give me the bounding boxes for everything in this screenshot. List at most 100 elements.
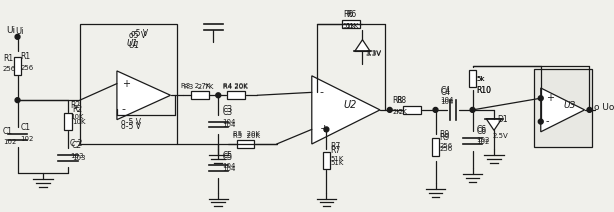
Text: -: -	[546, 117, 549, 127]
Bar	[534, 69, 593, 147]
Polygon shape	[355, 40, 370, 52]
Text: C3: C3	[222, 105, 232, 114]
Text: R7: R7	[330, 146, 341, 155]
Text: 51K: 51K	[330, 156, 344, 162]
Text: R6: R6	[346, 10, 356, 19]
Text: C2: C2	[72, 141, 82, 151]
Text: R4 20K: R4 20K	[223, 82, 248, 89]
Circle shape	[324, 127, 329, 132]
Circle shape	[387, 107, 392, 112]
Text: 2K: 2K	[398, 109, 407, 115]
Polygon shape	[541, 88, 585, 132]
Text: R5  20K: R5 20K	[233, 131, 260, 137]
Text: 3.3V: 3.3V	[365, 50, 381, 56]
Bar	[14, 57, 21, 75]
Text: R9: R9	[440, 133, 449, 142]
Text: 104: 104	[440, 99, 454, 105]
Text: U2: U2	[343, 100, 356, 110]
Text: o-5 V: o-5 V	[121, 118, 141, 127]
Text: R7: R7	[330, 142, 341, 151]
Text: 103: 103	[70, 153, 84, 159]
Text: R3  2.7K: R3 2.7K	[184, 85, 214, 91]
Text: -: -	[122, 104, 126, 114]
Text: R9: R9	[440, 130, 449, 139]
Text: 102: 102	[476, 139, 490, 145]
Text: R6: R6	[343, 10, 353, 19]
Text: R8: R8	[397, 96, 406, 105]
Text: 104: 104	[440, 97, 454, 103]
Bar	[403, 106, 421, 114]
Text: o5 V: o5 V	[128, 31, 146, 40]
Text: 51K: 51K	[330, 159, 344, 166]
Text: 102: 102	[476, 137, 490, 143]
Bar	[342, 20, 360, 28]
Text: R8: R8	[393, 96, 403, 105]
Circle shape	[538, 119, 543, 124]
Circle shape	[15, 34, 20, 39]
Bar	[64, 113, 72, 130]
Circle shape	[433, 107, 438, 112]
Text: C 2: C 2	[70, 139, 82, 148]
Text: 104: 104	[222, 166, 236, 172]
Circle shape	[216, 93, 220, 98]
Circle shape	[587, 107, 592, 112]
Text: R2: R2	[72, 105, 82, 114]
Text: R1: R1	[20, 52, 31, 61]
Text: U1: U1	[126, 39, 138, 48]
Text: 5k: 5k	[476, 76, 485, 82]
Text: o5 V: o5 V	[131, 29, 148, 38]
Text: C6: C6	[476, 127, 486, 136]
Text: 3.3V: 3.3V	[365, 51, 381, 57]
Text: 102: 102	[3, 139, 17, 145]
Text: +: +	[319, 124, 329, 134]
Text: 10K: 10K	[70, 114, 84, 120]
Text: 104: 104	[222, 121, 236, 127]
Text: 256: 256	[20, 65, 34, 71]
Text: 10K: 10K	[72, 119, 85, 125]
Text: 51K: 51K	[343, 23, 356, 29]
Text: D1: D1	[497, 115, 508, 124]
Circle shape	[15, 98, 20, 103]
Text: R10: R10	[476, 86, 491, 95]
Text: R4 20K: R4 20K	[223, 85, 248, 91]
Text: -: -	[319, 87, 324, 97]
Circle shape	[470, 107, 475, 112]
Circle shape	[538, 96, 543, 101]
Text: R5  20K: R5 20K	[233, 133, 260, 139]
Text: C5: C5	[222, 153, 232, 162]
Text: 2.5V: 2.5V	[493, 133, 509, 139]
Text: C4: C4	[440, 86, 451, 95]
Text: R2: R2	[70, 100, 80, 110]
Text: U3: U3	[563, 100, 575, 110]
Text: R3  2.7K: R3 2.7K	[181, 82, 211, 89]
Text: 103: 103	[72, 155, 85, 161]
Text: C1: C1	[20, 123, 31, 132]
Text: 104: 104	[222, 119, 236, 125]
Bar	[191, 91, 209, 99]
Text: C5: C5	[222, 151, 232, 160]
Bar	[227, 91, 244, 99]
Text: +: +	[122, 79, 130, 89]
Bar	[322, 152, 330, 169]
Bar	[468, 70, 476, 88]
Polygon shape	[312, 76, 380, 144]
Text: C6: C6	[476, 125, 486, 134]
Text: R10: R10	[476, 86, 491, 95]
Text: o Uo: o Uo	[594, 103, 614, 112]
Text: C3: C3	[222, 108, 232, 117]
Text: +: +	[546, 93, 554, 103]
Text: C4: C4	[440, 88, 451, 97]
Bar	[237, 140, 254, 148]
Text: Ui: Ui	[6, 26, 15, 35]
Text: 104: 104	[222, 163, 236, 169]
Text: o-5 V: o-5 V	[121, 122, 141, 131]
Text: 256: 256	[440, 146, 453, 152]
Polygon shape	[486, 119, 502, 130]
Bar	[80, 24, 177, 144]
Text: 256: 256	[440, 143, 453, 149]
Text: 256: 256	[3, 66, 16, 72]
Text: R1: R1	[3, 54, 13, 63]
Text: 51K: 51K	[346, 23, 359, 29]
Text: 102: 102	[20, 136, 34, 142]
Polygon shape	[117, 71, 171, 120]
